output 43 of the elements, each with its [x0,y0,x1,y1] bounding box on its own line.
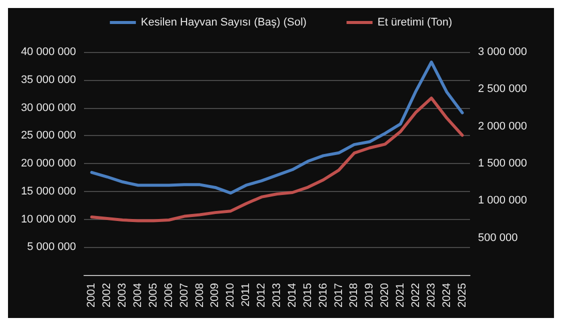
x-tick-label: 2016 [317,283,330,308]
x-tick-label: 2005 [147,283,160,308]
x-tick-label: 2014 [286,283,298,308]
y2-tick-label: 3 000 000 [478,46,527,58]
y-tick-label: 20 000 000 [20,158,76,170]
x-tick-label: 2021 [394,283,407,308]
x-tick-label: 2006 [162,283,175,308]
x-tick-label: 2001 [86,283,98,308]
x-tick-label: 2022 [410,283,422,308]
y-tick-label: 35 000 000 [20,74,76,86]
x-tick-label: 2020 [379,283,392,308]
y2-tick-label: 2 000 000 [478,120,527,132]
x-tick-label: 2011 [240,283,252,307]
y-tick-label: 25 000 000 [20,130,76,142]
y-tick-label: 5 000 000 [27,241,76,254]
x-tick-label: 2023 [425,283,438,308]
x-tick-label: 2004 [132,283,144,308]
y2-tick-label: 2 500 000 [478,83,527,96]
x-tick-label: 2008 [194,283,206,308]
x-tick-label: 2010 [224,283,237,308]
x-tick-label: 2019 [364,283,376,308]
legend-label: Kesilen Hayvan Sayısı (Baş) (Sol) [140,16,307,28]
line-series [90,96,464,222]
line-series [90,60,464,195]
x-tick-label: 2024 [440,283,453,308]
x-tick-label: 2012 [256,283,268,308]
x-tick-label: 2018 [348,283,360,308]
x-tick-label: 2013 [271,283,283,308]
y2-tick-label: 1 000 000 [478,194,527,207]
y-tick-label: 10 000 000 [20,213,76,226]
x-tick-label: 2003 [116,283,129,308]
y-tick-label: 15 000 000 [20,185,76,198]
y2-tick-label: 500 000 [478,232,518,244]
x-tick-label: 2025 [456,283,468,308]
x-tick-label: 2017 [332,283,345,308]
x-tick-label: 2007 [178,283,190,308]
x-tick-label: 2009 [209,283,222,308]
y2-tick-label: 1 500 000 [478,158,527,170]
x-tick-label: 2002 [101,283,114,308]
y-tick-label: 40 000 000 [20,46,76,58]
x-tick-label: 2015 [302,283,314,308]
legend-label: Et üretimi (Ton) [378,16,452,28]
y-tick-label: 30 000 000 [20,102,76,114]
